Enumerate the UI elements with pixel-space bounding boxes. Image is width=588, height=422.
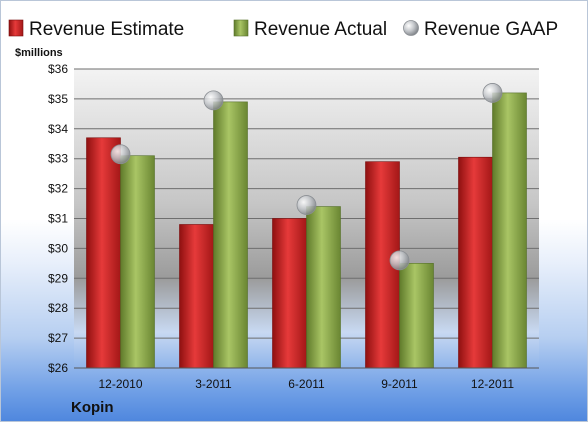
legend-swatch-gaap [403,20,419,36]
y-tick-label: $34 [48,122,68,136]
x-tick-label: 6-2011 [288,377,325,391]
x-tick-label: 12-2011 [471,377,514,391]
marker-revenue-gaap [110,144,131,165]
bars [86,92,527,369]
y-axis-unit-label: $millions [15,47,63,59]
axes: $26 $27 $28 $29 $30 $31 $32 $33 $34 $35 $36 12-2010… [48,62,539,391]
legend-label: Revenue GAAP [424,19,558,40]
marker-revenue-gaap [296,195,317,215]
x-tick-label: 3-2011 [195,377,232,391]
x-tick-label: 12-2010 [98,377,142,391]
marker-revenue-gaap [203,90,224,111]
bar-revenue-estimate [272,218,307,369]
bar-revenue-actual [213,101,248,369]
y-tick-label: $30 [48,241,68,255]
legend-label: Revenue Actual [254,19,387,40]
bar-revenue-estimate [179,224,214,369]
company-name: Kopin [71,399,114,416]
marker-revenue-gaap [482,83,503,103]
legend-swatch-actual [233,19,249,37]
marker-revenue-gaap [389,250,410,271]
y-tick-label: $32 [48,182,68,196]
y-tick-label: $33 [48,152,68,166]
y-tick-label: $36 [48,62,68,76]
bar-revenue-estimate [86,137,121,369]
bar-revenue-actual [399,263,434,369]
legend-label: Revenue Estimate [29,19,184,40]
y-tick-label: $29 [48,271,68,285]
y-tick-label: $35 [48,92,68,106]
y-tick-label: $26 [48,361,68,375]
bar-revenue-actual [492,92,527,369]
y-tick-label: $27 [48,331,68,345]
x-tick-label: 9-2011 [381,377,418,391]
bar-revenue-actual [306,206,341,369]
y-tick-label: $28 [48,301,68,315]
y-tick-label: $31 [48,212,68,226]
gaap-markers [110,83,503,271]
legend-swatch-estimate [8,19,24,37]
bar-revenue-actual [120,155,155,369]
legend: Revenue Estimate Revenue Actual Revenue GA… [8,19,558,40]
bar-revenue-estimate [458,156,493,369]
